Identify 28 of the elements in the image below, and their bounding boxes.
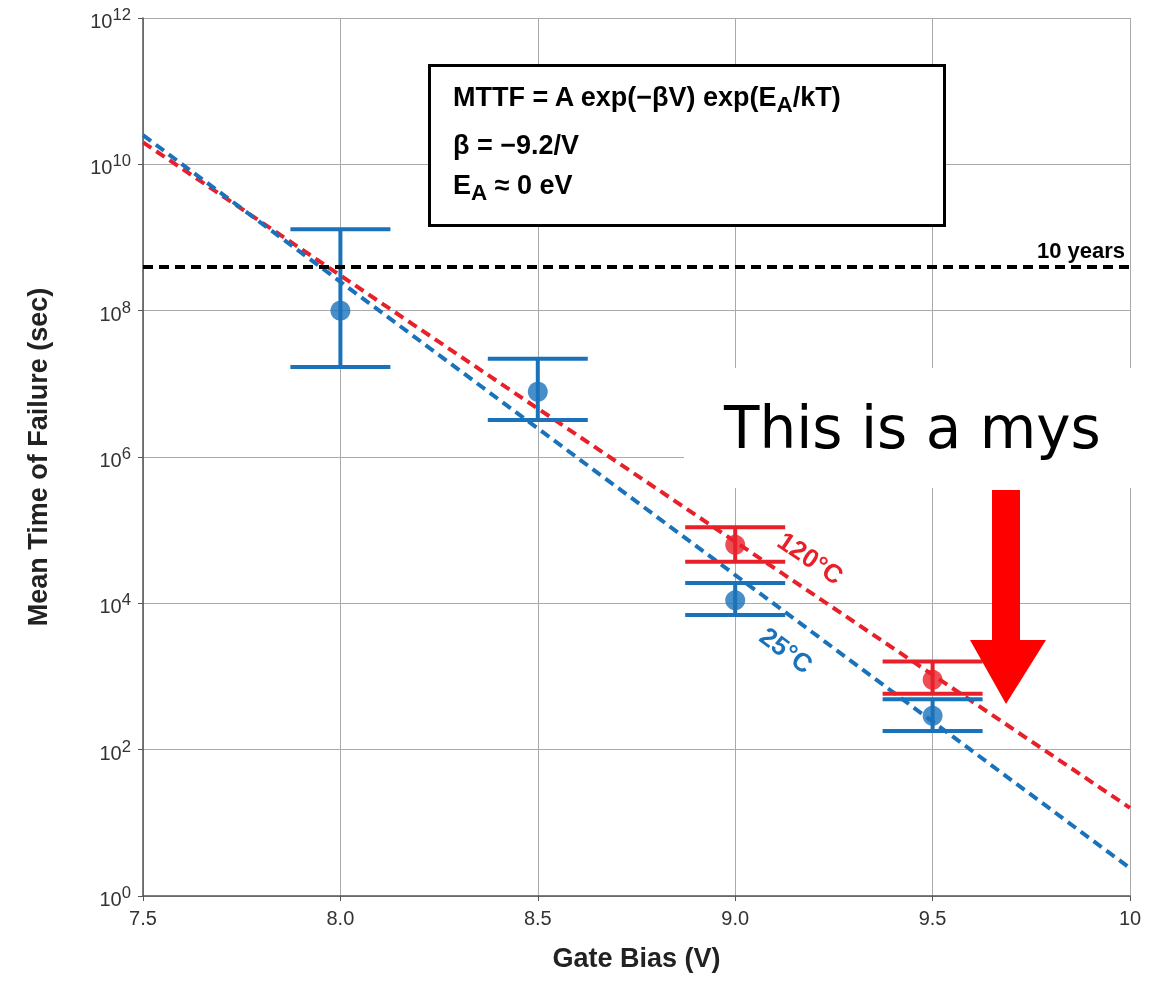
x-tick-label: 9.0	[721, 907, 750, 929]
y-tick-label: 10$^{8}$	[99, 296, 131, 326]
point	[922, 705, 943, 726]
y-tick-label: 10$^{0}$	[99, 882, 131, 911]
point	[725, 534, 746, 555]
y-tick-label: 10$^{2}$	[99, 735, 131, 765]
point	[527, 381, 548, 402]
y-tick-label: 10$^{10}$	[90, 150, 131, 179]
annotation: MTTF = A exp(−βV) exp(E$_{A}$/kT)	[453, 81, 842, 120]
x-axis-title: Gate Bias (V)	[552, 942, 721, 973]
formula-box: MTTF = A exp(−βV) exp(E$_{A}$/kT) β = −9.2/V E$_{A}$ ≈ 0 eV	[428, 64, 946, 227]
x-tick-label: 10	[1118, 907, 1142, 929]
point	[922, 669, 943, 690]
y-tick-label: 10$^{12}$	[90, 4, 131, 33]
text: 25°C	[753, 620, 819, 681]
ref-line-label: 10 years	[1036, 238, 1125, 264]
x-tick-label: 8.5	[523, 907, 552, 929]
point	[725, 590, 746, 611]
annotation: E$_{A}$ ≈ 0 eV	[453, 169, 574, 208]
x-tick-label: 7.5	[129, 907, 157, 929]
y-tick-label: 10$^{4}$	[99, 589, 131, 618]
y-tick-label: 10$^{6}$	[99, 443, 131, 472]
y-axis-title: Mean Time of Failure (sec)	[22, 287, 53, 627]
annotation: β = −9.2/V	[453, 129, 581, 163]
x-tick-label: 9.5	[918, 907, 947, 929]
point	[330, 300, 351, 321]
annotation: This is a mys	[684, 368, 1150, 488]
x-tick-label: 8.0	[326, 907, 355, 929]
